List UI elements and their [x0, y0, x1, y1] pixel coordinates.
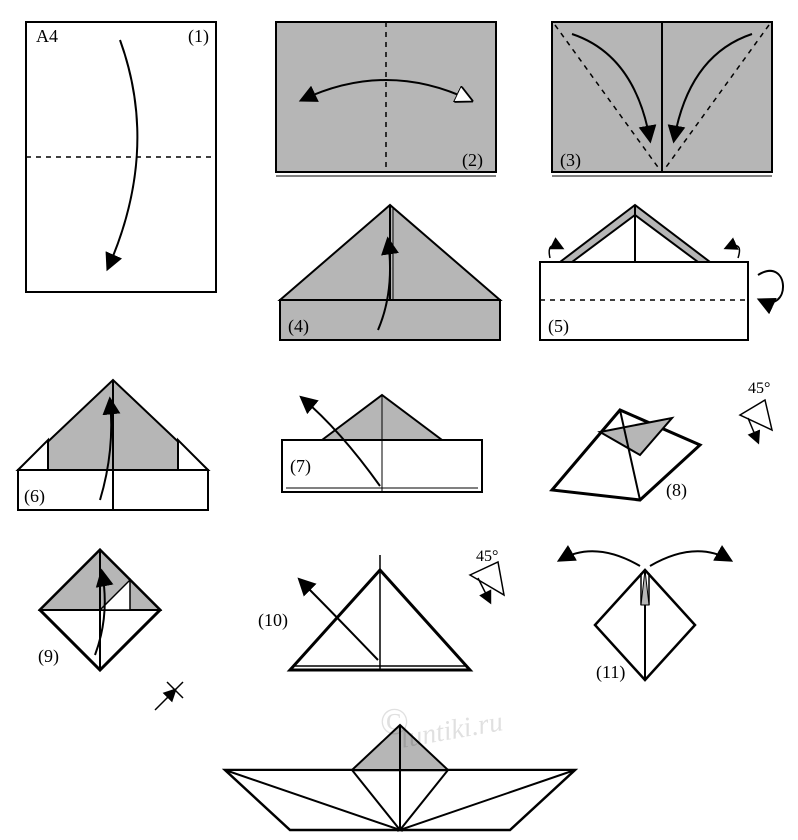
step-3 [552, 22, 772, 176]
step-6-label: (6) [24, 486, 45, 507]
angle-10-label: 45° [476, 548, 498, 566]
step-5 [540, 205, 783, 340]
step-1 [26, 22, 216, 292]
step-9 [40, 550, 183, 710]
step-10-label: (10) [258, 610, 288, 631]
step-6 [18, 380, 208, 510]
step-11 [560, 551, 730, 680]
step-4 [280, 205, 500, 340]
step-10 [290, 555, 504, 670]
step-4-label: (4) [288, 316, 309, 337]
paper-size-label: A4 [36, 26, 58, 47]
step-9-label: (9) [38, 646, 59, 667]
step-8-label: (8) [666, 480, 687, 501]
step-5-label: (5) [548, 316, 569, 337]
angle-8-label: 45° [748, 380, 770, 398]
step-11-label: (11) [596, 662, 625, 683]
step-1-label: (1) [188, 26, 209, 47]
step-2-label: (2) [462, 150, 483, 171]
step-3-label: (3) [560, 150, 581, 171]
origami-diagram: A4 (1) (2) (3) (4) (5) (6) (7) (8) (9) (… [0, 0, 798, 840]
step-7-label: (7) [290, 456, 311, 477]
step-7 [282, 395, 482, 492]
step-8 [552, 400, 772, 500]
